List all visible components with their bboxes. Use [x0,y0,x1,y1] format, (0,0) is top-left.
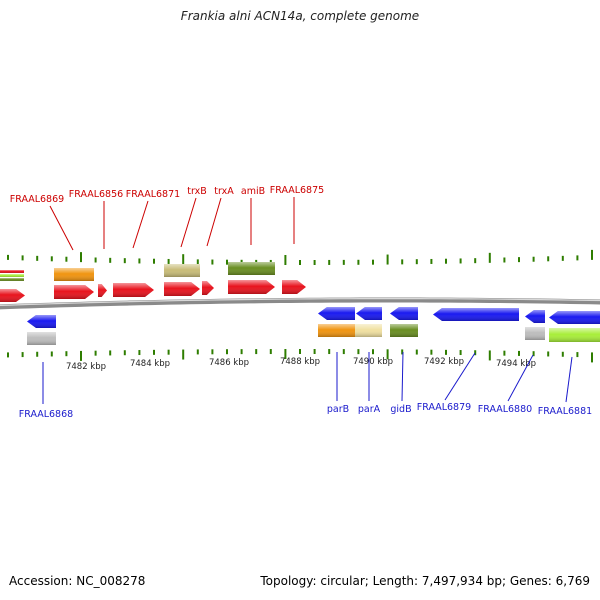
feature-orange-box-2-shade [318,324,355,337]
kbp-tick-label: 7492 kbp [424,357,464,367]
map-title: Frankia alni ACN14a, complete genome [180,9,420,23]
feature-parB-shade [318,307,355,320]
accession-text: Accession: NC_008278 [9,574,146,588]
gene-label-bottom: FRAAL6881 [538,406,592,417]
feature-color-strip-2-shade [0,274,24,277]
leader-line-top [180,197,197,248]
feature-lime-box-shade [549,328,600,342]
feature-gidB-shade [390,307,418,320]
kbp-tick-label: 7494 kbp [496,359,536,369]
gene-label-bottom: FRAAL6880 [478,404,532,415]
backbone-highlight [0,298,600,307]
gene-label-top: amiB [241,186,265,197]
feature-gray-box-2-shade [525,327,545,340]
gene-label-top: FRAAL6871 [126,189,180,200]
feature-color-strip-3-shade [0,278,24,281]
gene-label-top: trxB [187,186,207,197]
feature-FRAAL6856-shade [54,285,94,299]
feature-parA-shade [356,307,382,320]
feature-FRAAL6880-shade [525,310,545,323]
feature-trxB-shade [164,282,200,296]
leader-line-bottom [565,356,573,403]
leader-line-top [206,197,222,247]
gene-label-top: FRAAL6869 [10,194,64,205]
kbp-tick-label: 7482 kbp [66,362,106,372]
gene-label-bottom: FRAAL6868 [19,409,73,420]
gene-label-bottom: parA [358,404,381,415]
feature-FRAAL6881-shade [549,311,600,324]
leader-line-bottom [401,351,404,402]
feature-gray-box-shade [27,332,56,345]
topology-summary: Topology: circular; Length: 7,497,934 bp… [260,574,590,588]
feature-FRAAL6875-shade [282,280,306,294]
gene-label-top: FRAAL6875 [270,185,324,196]
leader-line-top [132,200,149,249]
feature-amiB-shade [228,280,275,294]
feature-FRAAL6868-shade [27,315,56,328]
leader-line-bottom [444,352,476,401]
feature-FRAAL6869-shade [0,289,25,302]
gene-label-top: trxA [214,186,234,197]
leader-line-bottom [507,354,534,402]
feature-orange-box-shade [54,268,94,281]
kbp-tick-label: 7484 kbp [130,359,170,369]
feature-FRAAL6879-shade [433,308,519,321]
kbp-tick-label: 7488 kbp [280,357,320,367]
feature-olive-box-2-shade [390,324,418,337]
feature-color-strip-1-shade [0,270,24,273]
gene-label-bottom: parB [327,404,349,415]
feature-trxA-shade [202,281,214,295]
feature-FRAAL6871-shade [113,283,154,297]
kbp-tick-label: 7486 kbp [209,358,249,368]
kbp-tick-label: 7490 kbp [353,357,393,367]
feature-olive-box-shade [228,262,275,275]
leader-line-top [49,205,74,251]
feature-small-shade [98,284,107,297]
gene-label-bottom: gidB [390,404,411,415]
feature-khaki-box-shade [164,264,200,277]
feature-yellow-box-shade [355,324,382,337]
gene-label-bottom: FRAAL6879 [417,402,471,413]
gene-label-top: FRAAL6856 [69,189,123,200]
genome-backbone [0,297,600,310]
